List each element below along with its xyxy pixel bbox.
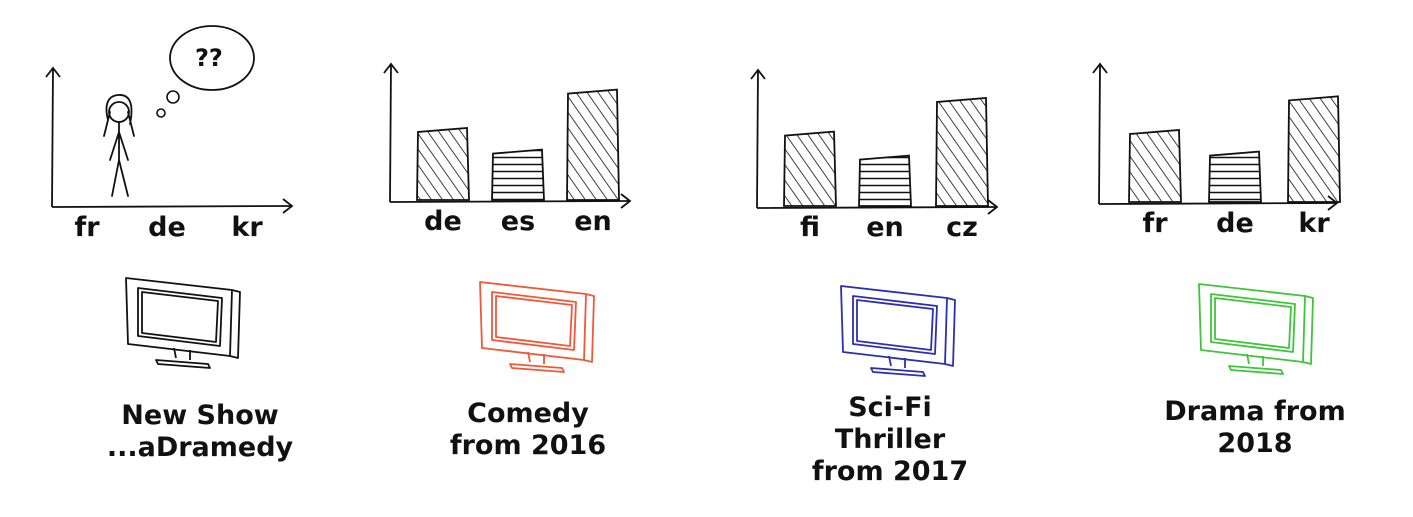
y-axis-arrow — [383, 62, 399, 74]
x-axis — [389, 200, 631, 203]
y-axis-arrow — [45, 66, 61, 78]
tv-icon — [840, 285, 956, 377]
thought-bubble-text: ?? — [195, 44, 223, 72]
thought-dot — [166, 90, 180, 104]
y-axis — [1098, 63, 1101, 205]
tv-drawing — [1198, 283, 1314, 375]
x-axis-arrow — [987, 199, 999, 215]
y-axis — [51, 67, 54, 208]
x-axis — [51, 205, 293, 208]
panel-comedy: de es en Comedy from 2016 — [368, 0, 708, 517]
y-axis-arrow — [750, 68, 766, 80]
bar — [783, 130, 837, 207]
tick-label: kr — [1298, 208, 1330, 239]
panel-scifi: fi en cz Sci-Fi Thriller from 2017 — [735, 0, 1075, 517]
chart-comedy — [383, 62, 632, 209]
chart-scifi — [750, 68, 999, 215]
tv-icon — [479, 281, 595, 373]
tick-label: cz — [946, 212, 978, 243]
bar — [858, 154, 912, 207]
thought-bubble — [169, 25, 255, 91]
bar — [1128, 129, 1182, 203]
x-axis — [1098, 202, 1338, 205]
x-axis-arrow — [282, 198, 294, 214]
bar — [566, 88, 620, 201]
panel-drama: fr de kr Drama from 2018 — [1075, 0, 1413, 517]
person-figure — [103, 94, 135, 197]
tick-label: kr — [231, 212, 263, 243]
bar — [416, 127, 470, 201]
bar — [1287, 95, 1341, 203]
chart-drama — [1092, 62, 1341, 211]
x-axis — [756, 206, 998, 209]
caption-comedy: Comedy from 2016 — [449, 398, 607, 461]
x-axis-arrow — [620, 193, 632, 209]
bar — [935, 97, 989, 207]
tick-label: fr — [74, 212, 100, 243]
tick-label: de — [148, 212, 186, 243]
caption-drama: Drama from 2018 — [1164, 396, 1346, 459]
caption-scifi: Sci-Fi Thriller from 2017 — [811, 392, 969, 487]
y-axis — [756, 69, 759, 209]
tv-icon — [125, 277, 241, 369]
tick-label: de — [424, 206, 462, 237]
tick-label: fr — [1142, 208, 1168, 239]
tv-drawing — [840, 285, 956, 377]
tick-label: en — [574, 206, 612, 237]
tv-drawing — [125, 277, 241, 369]
bar — [1208, 150, 1262, 203]
tv-icon — [1198, 283, 1314, 375]
chart-new-show — [45, 25, 294, 214]
caption-new-show: New Show ...aDramedy — [106, 400, 294, 463]
y-axis-arrow — [1092, 62, 1108, 74]
thought-dot — [156, 108, 166, 118]
tick-label: en — [866, 212, 904, 243]
panel-new-show: fr de kr ?? New Show ...aDramedy — [30, 0, 370, 517]
tv-drawing — [479, 281, 595, 373]
tick-label: fi — [799, 212, 820, 243]
tick-label: es — [500, 206, 536, 237]
tick-label: de — [1216, 208, 1254, 239]
y-axis — [389, 63, 392, 203]
bar — [491, 148, 545, 201]
